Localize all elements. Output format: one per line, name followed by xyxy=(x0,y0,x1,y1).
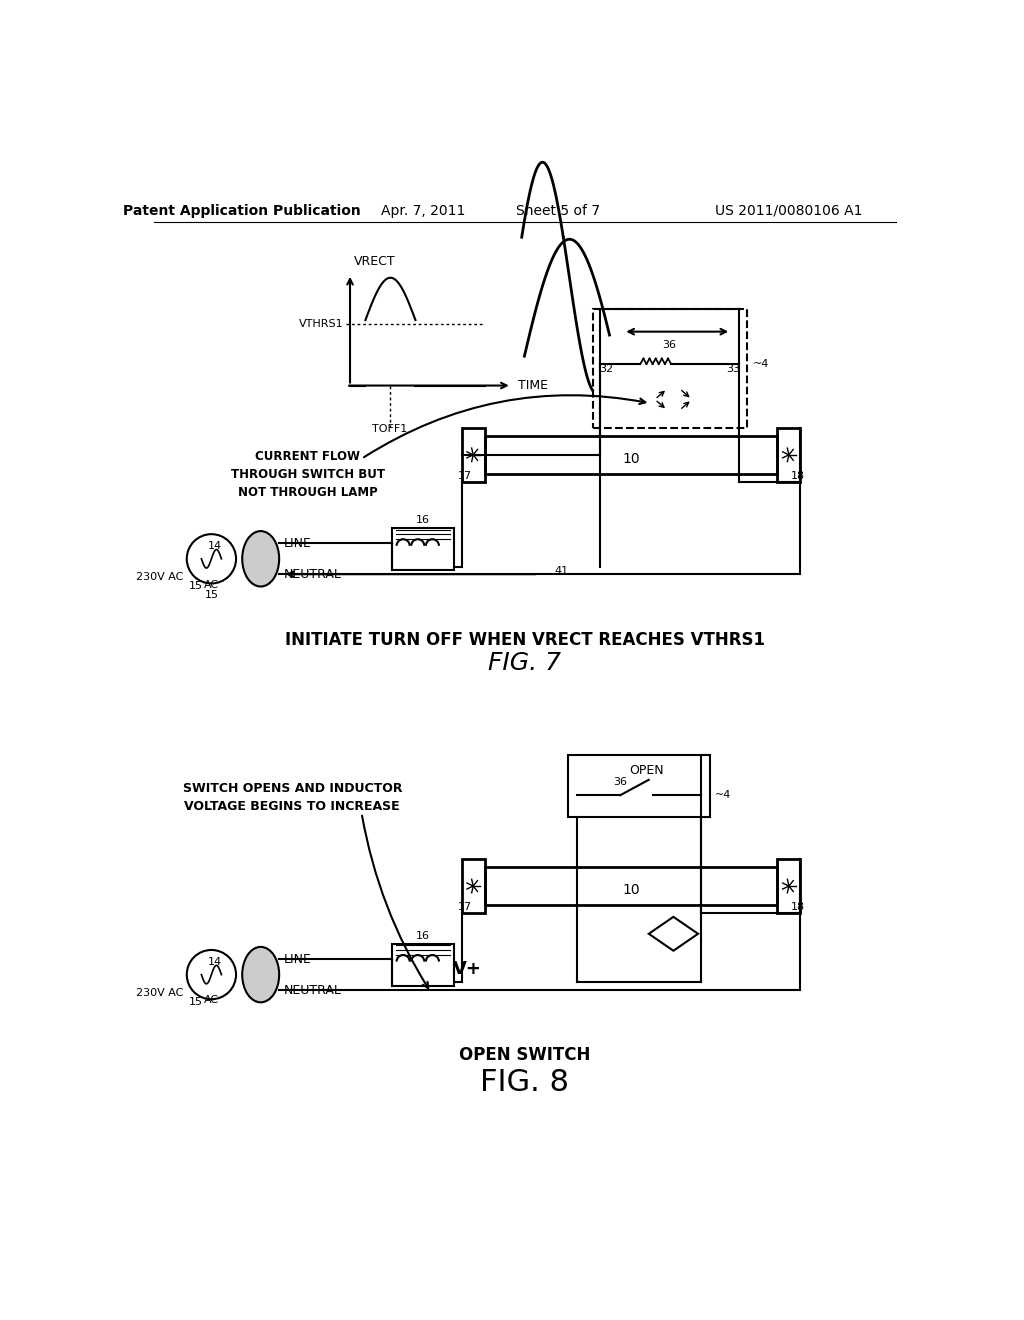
Text: 16: 16 xyxy=(416,931,430,941)
Text: 36: 36 xyxy=(663,341,677,350)
Text: 14: 14 xyxy=(208,957,222,968)
Text: 15: 15 xyxy=(189,997,203,1007)
Text: 14: 14 xyxy=(208,541,222,552)
Text: TOFF1: TOFF1 xyxy=(373,424,408,434)
Bar xyxy=(777,428,801,482)
Text: FIG. 7: FIG. 7 xyxy=(488,651,561,675)
Ellipse shape xyxy=(243,531,280,586)
Text: 17: 17 xyxy=(458,902,472,912)
Text: OPEN SWITCH: OPEN SWITCH xyxy=(459,1047,591,1064)
Text: 18: 18 xyxy=(791,902,805,912)
Text: 15: 15 xyxy=(189,581,203,591)
Text: 18: 18 xyxy=(791,471,805,480)
Bar xyxy=(392,944,454,986)
Text: 15: 15 xyxy=(205,590,218,601)
Bar xyxy=(462,428,484,482)
Text: VTHRS1: VTHRS1 xyxy=(299,319,344,329)
Text: V+: V+ xyxy=(454,960,482,978)
Text: 17: 17 xyxy=(458,471,472,480)
Text: 230V AC: 230V AC xyxy=(135,573,183,582)
Text: Sheet 5 of 7: Sheet 5 of 7 xyxy=(516,203,600,218)
Text: OPEN: OPEN xyxy=(630,764,665,777)
Text: ~4: ~4 xyxy=(715,791,731,800)
Text: VRECT: VRECT xyxy=(354,255,395,268)
Text: 41: 41 xyxy=(555,566,568,577)
Text: FIG. 8: FIG. 8 xyxy=(480,1068,569,1097)
Bar xyxy=(484,867,777,906)
Text: Patent Application Publication: Patent Application Publication xyxy=(123,203,361,218)
Text: 32: 32 xyxy=(599,363,612,374)
Text: NEUTRAL: NEUTRAL xyxy=(284,568,342,581)
Text: CURRENT FLOW
THROUGH SWITCH BUT
NOT THROUGH LAMP: CURRENT FLOW THROUGH SWITCH BUT NOT THRO… xyxy=(230,450,385,499)
Text: AC: AC xyxy=(204,995,219,1006)
Text: SWITCH OPENS AND INDUCTOR
VOLTAGE BEGINS TO INCREASE: SWITCH OPENS AND INDUCTOR VOLTAGE BEGINS… xyxy=(182,781,402,813)
Text: INITIATE TURN OFF WHEN VRECT REACHES VTHRS1: INITIATE TURN OFF WHEN VRECT REACHES VTH… xyxy=(285,631,765,648)
Text: AC: AC xyxy=(204,579,219,590)
Ellipse shape xyxy=(243,946,280,1002)
Text: US 2011/0080106 A1: US 2011/0080106 A1 xyxy=(715,203,862,218)
Text: 230V AC: 230V AC xyxy=(135,989,183,998)
Text: ~4: ~4 xyxy=(753,359,769,370)
Text: 36: 36 xyxy=(613,776,628,787)
Text: NEUTRAL: NEUTRAL xyxy=(284,983,342,997)
Bar xyxy=(777,859,801,913)
Text: 10: 10 xyxy=(623,451,640,466)
Text: 33: 33 xyxy=(726,363,740,374)
Text: LINE: LINE xyxy=(284,537,311,550)
Bar xyxy=(568,755,711,817)
Bar xyxy=(593,309,746,428)
Text: Apr. 7, 2011: Apr. 7, 2011 xyxy=(381,203,465,218)
Text: 10: 10 xyxy=(623,883,640,896)
Bar xyxy=(484,436,777,474)
Bar xyxy=(462,859,484,913)
Text: 16: 16 xyxy=(416,515,430,525)
Text: LINE: LINE xyxy=(284,953,311,966)
Bar xyxy=(392,528,454,570)
Text: TIME: TIME xyxy=(518,379,548,392)
